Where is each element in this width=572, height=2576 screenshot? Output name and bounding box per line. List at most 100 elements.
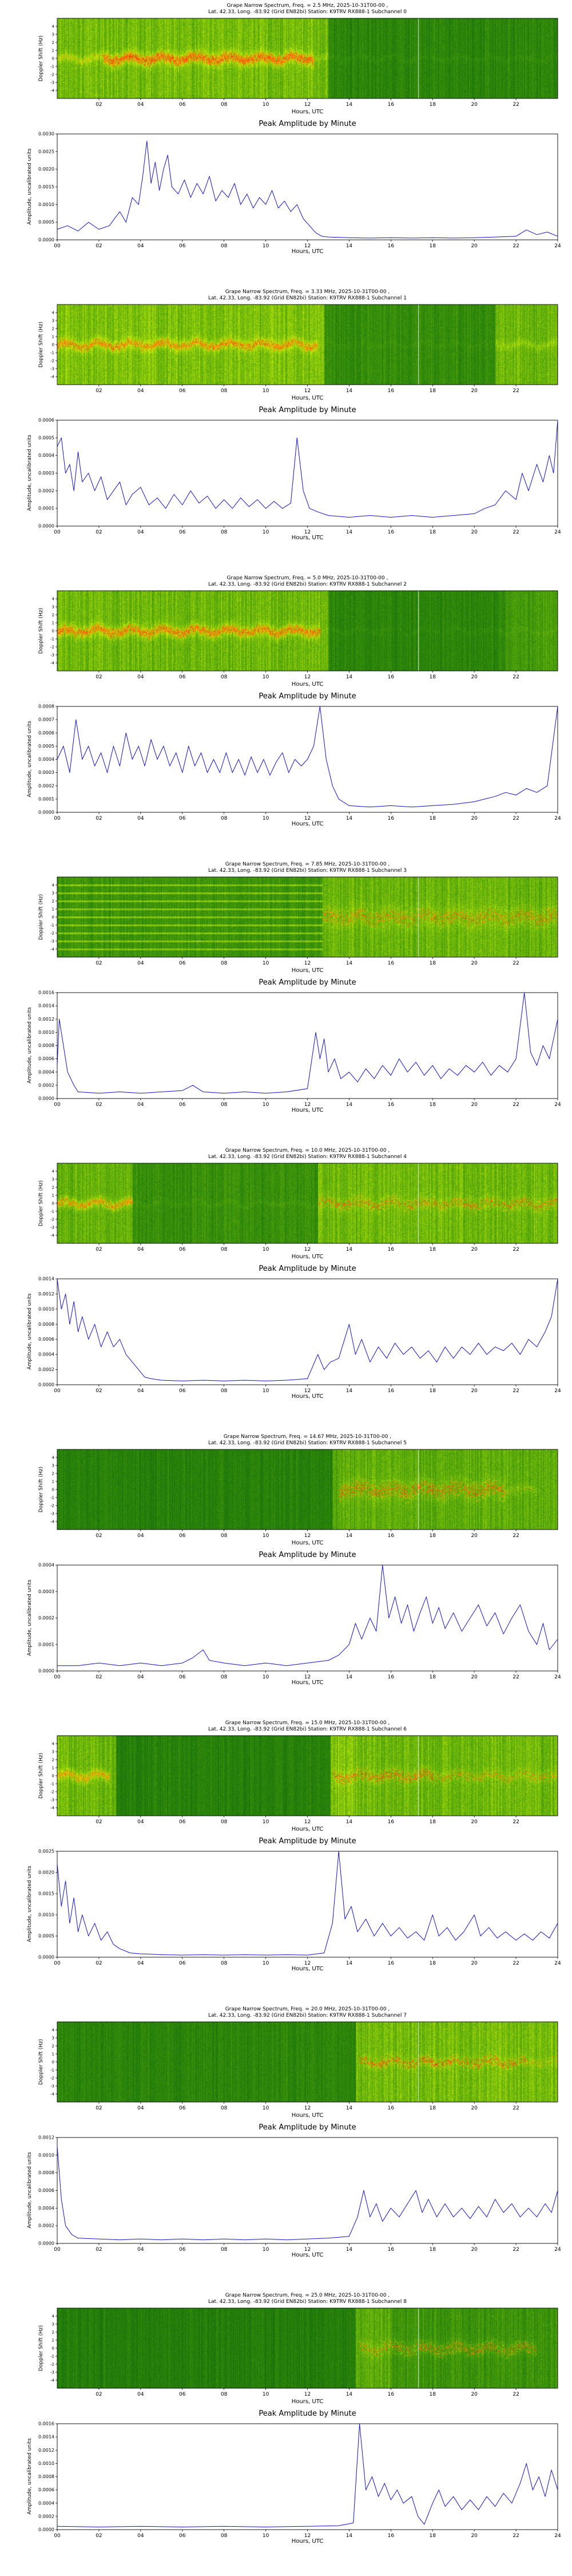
tick-label: 0.0004 — [38, 757, 54, 762]
spectrogram-title-line2: Lat. 42.33, Long. -83.92 (Grid EN82bi) S… — [208, 295, 407, 301]
spectrogram-title-line1: Grape Narrow Spectrum, Freq. = 10.0 MHz,… — [225, 1148, 390, 1153]
spectrogram-ylabel: Doppler Shift (Hz) — [38, 2325, 44, 2372]
tick-label: 0 — [52, 2060, 54, 2065]
tick-label: 20 — [471, 102, 478, 108]
tick-label: 0.0005 — [38, 744, 54, 749]
tick-label: -1 — [50, 1496, 54, 1500]
tick-label: 20 — [471, 1819, 478, 1825]
tick-label: -2 — [50, 931, 54, 936]
amplitude-xlabel: Hours, UTC — [291, 2538, 324, 2545]
tick-label: 02 — [96, 1819, 102, 1825]
tick-label: -1 — [50, 923, 54, 928]
spectrogram-xlabel: Hours, UTC — [291, 681, 324, 688]
spectrogram-title-line2: Lat. 42.33, Long. -83.92 (Grid EN82bi) S… — [208, 2013, 407, 2018]
tick-label: -2 — [50, 1504, 54, 1508]
tick-label: 14 — [346, 2392, 353, 2397]
spectrogram-xlabel: Hours, UTC — [291, 967, 324, 974]
tick-label: 3 — [52, 891, 54, 896]
tick-label: 0 — [52, 1202, 54, 1206]
amplitude-ylabel: Amplitude, uncalibrated units — [27, 434, 33, 511]
tick-label: 0 — [52, 2346, 54, 2351]
tick-label: 0.0006 — [38, 730, 54, 736]
axis-frame — [57, 1278, 558, 1385]
tick-label: 0.0008 — [38, 1322, 54, 1327]
tick-label: 0.0012 — [38, 2448, 54, 2453]
tick-label: 22 — [513, 1247, 519, 1253]
tick-label: 22 — [513, 2105, 519, 2111]
tick-label: 14 — [346, 1247, 353, 1253]
tick-label: 04 — [137, 1247, 144, 1253]
tick-label: -3 — [50, 81, 54, 85]
tick-label: 0 — [52, 1488, 54, 1492]
tick-label: 0.0030 — [38, 132, 54, 137]
tick-label: -1 — [50, 2068, 54, 2073]
tick-label: 12 — [304, 1533, 311, 1539]
tick-label: 04 — [137, 674, 144, 680]
tick-label: 04 — [137, 388, 144, 394]
spectrogram-ylabel: Doppler Shift (Hz) — [38, 1466, 44, 1513]
tick-label: 22 — [513, 961, 519, 966]
amplitude-ylabel: Amplitude, uncalibrated units — [27, 1293, 33, 1370]
subchannel-panel-2: 4 3 2 1 0 -1 -2 -3 -4 02 04 06 08 10 12 14 16 18 20 22 0.000… — [0, 572, 572, 859]
tick-label: 0.0003 — [38, 471, 54, 476]
tick-label: 4 — [52, 311, 55, 315]
tick-label: 4 — [52, 25, 55, 29]
tick-label: -4 — [50, 2379, 55, 2383]
amplitude-ylabel: Amplitude, uncalibrated units — [27, 2152, 33, 2229]
tick-label: 18 — [430, 388, 436, 394]
tick-label: 02 — [96, 2105, 102, 2111]
tick-label: 0.0004 — [38, 1069, 54, 1074]
tick-label: 08 — [221, 1247, 228, 1253]
tick-label: 08 — [221, 1533, 228, 1539]
tick-label: 18 — [430, 1533, 436, 1539]
tick-label: 08 — [221, 388, 228, 394]
amplitude-ylabel: Amplitude, uncalibrated units — [27, 148, 33, 225]
tick-label: -4 — [50, 1234, 55, 1238]
spectrogram-xlabel: Hours, UTC — [291, 395, 324, 401]
spectrogram-title-line2: Lat. 42.33, Long. -83.92 (Grid EN82bi) S… — [208, 9, 407, 15]
tick-label: 1 — [52, 907, 54, 912]
tick-label: -3 — [50, 2084, 54, 2089]
tick-label: 0.0004 — [38, 1563, 54, 1568]
tick-label: 02 — [96, 388, 102, 394]
spectrogram-title-line2: Lat. 42.33, Long. -83.92 (Grid EN82bi) S… — [208, 1440, 407, 1446]
axis-frame — [57, 992, 558, 1099]
spectrogram-xlabel: Hours, UTC — [291, 109, 324, 115]
tick-label: 04 — [137, 102, 144, 108]
tick-label: 0.0010 — [38, 2152, 54, 2158]
amplitude-chart-title: Peak Amplitude by Minute — [259, 1837, 356, 1846]
tick-label: 3 — [52, 33, 54, 37]
tick-label: 22 — [513, 674, 519, 680]
spectrogram-heatmap-canvas — [57, 591, 558, 671]
amplitude-chart-title: Peak Amplitude by Minute — [259, 1551, 356, 1559]
tick-label: 16 — [388, 2105, 395, 2111]
tick-label: 0.0001 — [38, 1642, 54, 1647]
tick-label: 0.0008 — [38, 2474, 54, 2479]
tick-label: 0.0008 — [38, 704, 54, 709]
tick-label: 0.0016 — [38, 2421, 54, 2427]
spectrogram-ylabel: Doppler Shift (Hz) — [38, 2038, 44, 2085]
tick-label: 18 — [430, 2392, 436, 2397]
tick-label: 22 — [513, 388, 519, 394]
tick-label: 04 — [137, 2105, 144, 2111]
tick-label: -2 — [50, 359, 54, 364]
tick-label: 4 — [52, 597, 55, 602]
tick-label: -4 — [50, 947, 55, 952]
tick-label: 10 — [263, 2105, 269, 2111]
subchannel-panel-5: 4 3 2 1 0 -1 -2 -3 -4 02 04 06 08 10 12 14 16 18 20 22 0.000… — [0, 1431, 572, 1717]
tick-label: 02 — [96, 674, 102, 680]
tick-label: 0.0006 — [38, 2487, 54, 2492]
tick-label: 10 — [263, 102, 269, 108]
tick-label: 16 — [388, 961, 395, 966]
tick-label: 12 — [304, 1819, 311, 1825]
subchannel-panel-7: 4 3 2 1 0 -1 -2 -3 -4 02 04 06 08 10 12 14 16 18 20 22 0.000… — [0, 2004, 572, 2290]
spectrogram-title-line2: Lat. 42.33, Long. -83.92 (Grid EN82bi) S… — [208, 582, 407, 587]
tick-label: -3 — [50, 2370, 54, 2375]
tick-label: 04 — [137, 961, 144, 966]
amplitude-chart-title: Peak Amplitude by Minute — [259, 978, 356, 987]
tick-label: 12 — [304, 2392, 311, 2397]
tick-label: 1 — [52, 621, 54, 626]
spectrogram-title-line2: Lat. 42.33, Long. -83.92 (Grid EN82bi) S… — [208, 868, 407, 874]
tick-label: 14 — [346, 1819, 353, 1825]
spectrogram-title-line1: Grape Narrow Spectrum, Freq. = 5.0 MHz, … — [227, 575, 388, 581]
